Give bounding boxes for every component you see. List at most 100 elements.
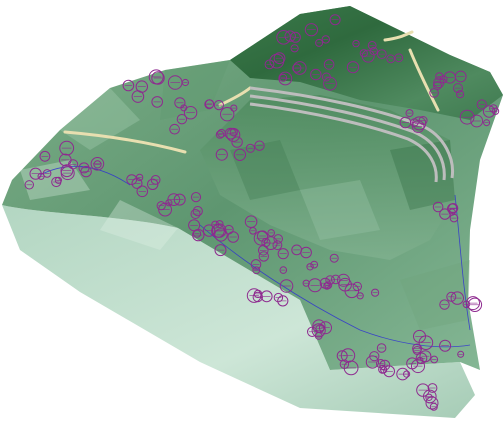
tree-marker-icon: [343, 360, 359, 376]
tree-marker-icon: [227, 231, 239, 243]
tree-marker-icon: [173, 193, 186, 206]
tree-marker-icon: [214, 244, 227, 257]
tree-marker-icon: [383, 365, 396, 378]
tree-marker-icon: [180, 104, 188, 112]
tree-marker-icon: [483, 119, 491, 127]
tree-marker-icon: [256, 230, 269, 242]
tree-marker-icon: [416, 383, 430, 397]
tree-marker-icon: [416, 356, 424, 364]
tree-marker-icon: [425, 393, 433, 401]
tree-marker-icon: [278, 71, 293, 86]
tree-marker-icon: [429, 402, 438, 411]
tree-marker-icon: [267, 229, 276, 237]
tree-marker-icon: [446, 291, 457, 302]
tree-marker-icon: [54, 176, 63, 184]
tree-marker-icon: [448, 203, 459, 214]
tree-marker-icon: [310, 260, 319, 269]
terrain-upper-ridge: [230, 6, 503, 120]
tree-marker-icon: [192, 206, 203, 217]
tree-marker-icon: [467, 297, 483, 312]
tree-marker-icon: [276, 30, 291, 45]
tree-marker-icon: [277, 248, 289, 260]
tree-marker-icon: [454, 70, 467, 83]
tree-marker-icon: [272, 240, 283, 251]
tree-marker-icon: [378, 365, 387, 374]
tree-marker-icon: [258, 251, 269, 262]
tree-marker-icon: [302, 279, 310, 287]
tree-marker-icon: [90, 157, 105, 171]
tree-markers: [24, 14, 500, 411]
tree-marker-icon: [292, 61, 307, 75]
tree-marker-icon: [433, 81, 442, 90]
tree-marker-icon: [147, 178, 159, 191]
tree-marker-icon: [131, 90, 145, 103]
tree-marker-icon: [430, 355, 439, 364]
tree-marker-icon: [346, 61, 360, 74]
tree-marker-icon: [215, 148, 228, 161]
tree-marker-icon: [279, 266, 288, 274]
tree-marker-icon: [183, 106, 198, 120]
tree-marker-icon: [252, 266, 261, 275]
tree-marker-icon: [156, 201, 166, 211]
tree-marker-icon: [476, 99, 487, 110]
tree-marker-icon: [254, 140, 265, 151]
tree-marker-icon: [432, 201, 444, 213]
tree-marker-icon: [453, 83, 463, 94]
tree-marker-icon: [231, 136, 243, 148]
tree-marker-icon: [29, 167, 42, 180]
tree-marker-icon: [122, 79, 135, 92]
tree-marker-icon: [93, 160, 102, 169]
tree-marker-icon: [136, 185, 149, 198]
tree-marker-icon: [325, 275, 335, 285]
tree-marker-icon: [319, 277, 331, 289]
tree-marker-icon: [315, 324, 325, 334]
tree-marker-icon: [411, 359, 425, 374]
tree-marker-icon: [151, 71, 165, 85]
tree-marker-icon: [470, 114, 484, 128]
tree-marker-icon: [311, 323, 326, 338]
tree-marker-icon: [284, 30, 296, 42]
tree-marker-icon: [429, 88, 439, 98]
tree-marker-icon: [292, 63, 302, 73]
tree-marker-icon: [273, 292, 284, 303]
tree-marker-icon: [315, 38, 324, 47]
tree-marker-icon: [245, 143, 255, 153]
tree-marker-icon: [466, 296, 480, 311]
tree-marker-icon: [249, 227, 257, 235]
tree-marker-icon: [321, 35, 330, 44]
tree-marker-icon: [273, 234, 284, 244]
tree-marker-icon: [264, 59, 275, 70]
tree-marker-icon: [386, 54, 396, 64]
tree-marker-icon: [405, 109, 414, 118]
tree-marker-icon: [427, 383, 438, 393]
tree-marker-icon: [439, 339, 452, 352]
tree-marker-icon: [361, 49, 375, 63]
tree-marker-icon: [352, 39, 360, 48]
tree-marker-icon: [250, 259, 262, 270]
tree-marker-icon: [369, 351, 380, 362]
tree-marker-icon: [411, 120, 425, 133]
tree-marker-icon: [376, 343, 387, 353]
tree-marker-icon: [42, 169, 52, 178]
tree-marker-icon: [371, 288, 380, 297]
tree-marker-icon: [169, 123, 180, 135]
tree-marker-icon: [376, 49, 387, 59]
tree-marker-icon: [482, 105, 496, 118]
tree-marker-icon: [323, 59, 335, 70]
tree-marker-icon: [323, 282, 331, 290]
tree-marker-icon: [290, 44, 299, 53]
tree-marker-icon: [304, 23, 318, 37]
tree-marker-icon: [456, 90, 465, 99]
tree-marker-icon: [279, 73, 288, 82]
tree-marker-icon: [204, 99, 215, 110]
tree-marker-icon: [439, 208, 451, 220]
tree-marker-icon: [306, 263, 314, 271]
tree-marker-icon: [352, 281, 362, 292]
tree-marker-icon: [263, 236, 278, 251]
tree-marker-icon: [489, 104, 498, 113]
tree-marker-icon: [300, 246, 312, 259]
tree-marker-icon: [324, 281, 333, 290]
tree-marker-icon: [214, 228, 228, 242]
tree-marker-icon: [365, 355, 379, 369]
